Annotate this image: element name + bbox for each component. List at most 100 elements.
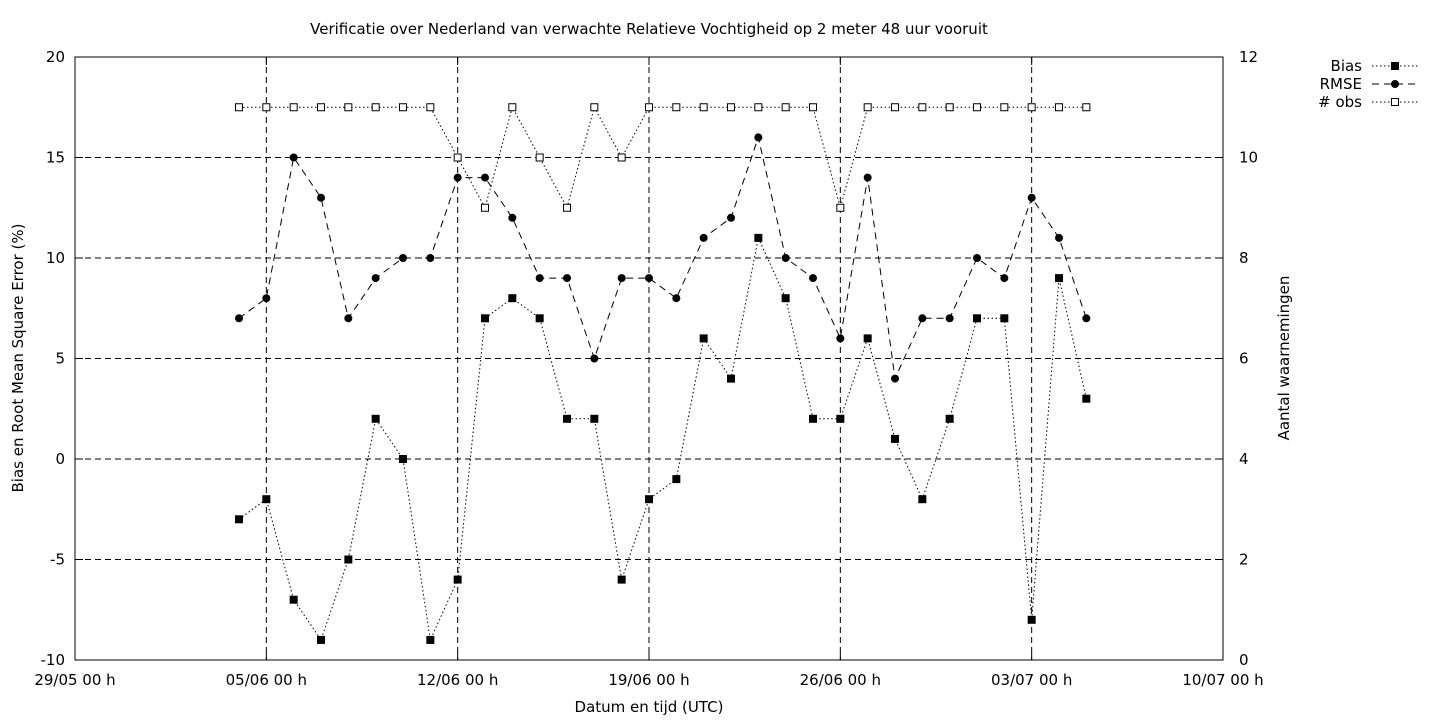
data-point-obs	[1055, 103, 1063, 112]
data-point-rmse	[1000, 274, 1009, 283]
chart-title: Verificatie over Nederland van verwachte…	[310, 20, 988, 38]
x-tick-label: 03/07 00 h	[991, 671, 1072, 689]
data-point-obs	[453, 153, 462, 162]
data-point-rmse	[590, 354, 599, 363]
series-line-bias	[238, 236, 1087, 642]
data-point-obs	[508, 103, 517, 112]
data-point-rmse	[617, 274, 626, 283]
data-point-bias	[1055, 274, 1063, 283]
y2-tick-label: 6	[1239, 350, 1249, 368]
data-point-rmse	[399, 254, 407, 262]
data-point-rmse	[645, 274, 653, 283]
data-point-bias	[371, 414, 380, 423]
data-point-bias	[672, 475, 681, 484]
y2-tick-label: 0	[1239, 651, 1249, 669]
data-point-rmse	[371, 274, 380, 283]
data-point-obs	[563, 203, 571, 212]
data-point-bias	[563, 414, 571, 423]
series-line-obs	[239, 105, 1087, 210]
data-point-rmse	[563, 274, 571, 283]
data-point-obs	[918, 103, 927, 112]
legend-marker-bias	[1391, 62, 1399, 70]
data-point-bias	[1027, 615, 1036, 624]
x-tick-label: 12/06 00 h	[417, 671, 498, 689]
data-point-obs	[699, 103, 708, 112]
data-point-bias	[535, 314, 544, 323]
data-point-bias	[344, 555, 353, 564]
data-point-obs	[645, 103, 653, 112]
data-point-rmse	[426, 254, 435, 262]
data-point-rmse	[1055, 233, 1063, 242]
data-point-bias	[399, 455, 407, 463]
data-point-rmse	[809, 274, 817, 283]
data-point-rmse	[891, 374, 899, 383]
data-point-rmse	[754, 133, 763, 142]
data-point-rmse	[699, 233, 708, 242]
data-point-rmse	[973, 254, 981, 262]
data-point-bias	[781, 294, 790, 303]
grid-layer	[75, 57, 1223, 660]
data-point-bias	[453, 575, 462, 584]
data-point-obs	[371, 103, 380, 112]
legend-label-obs: # obs	[1318, 93, 1362, 111]
data-point-bias	[481, 314, 489, 323]
y2-tick-label: 8	[1239, 249, 1249, 267]
y-tick-label: 5	[55, 350, 65, 368]
data-point-bias	[289, 595, 298, 604]
data-point-bias	[508, 294, 517, 303]
data-point-rmse	[235, 314, 243, 323]
series-layer	[235, 103, 1091, 644]
data-point-obs	[891, 103, 899, 112]
y2-tick-label: 4	[1239, 450, 1249, 468]
data-point-bias	[1082, 394, 1091, 403]
data-point-obs	[781, 103, 790, 112]
data-point-bias	[645, 495, 653, 504]
data-point-bias	[918, 495, 927, 504]
y2-tick-label: 12	[1239, 48, 1258, 66]
data-point-obs	[481, 203, 489, 212]
data-point-obs	[262, 103, 271, 112]
data-point-obs	[945, 103, 954, 112]
data-point-rmse	[453, 173, 462, 182]
data-point-obs	[235, 103, 243, 112]
data-point-obs	[809, 103, 817, 112]
data-point-obs	[535, 153, 544, 162]
data-point-rmse	[727, 213, 735, 222]
y2-tick-label: 10	[1239, 149, 1258, 167]
data-point-bias	[809, 414, 817, 423]
data-point-obs	[754, 103, 763, 112]
legend-marker-obs	[1391, 98, 1399, 106]
y-tick-label: -5	[50, 551, 65, 569]
data-point-bias	[617, 575, 626, 584]
data-point-bias	[699, 334, 708, 343]
data-point-obs	[1000, 103, 1009, 112]
y2-tick-label: 2	[1239, 551, 1249, 569]
y-tick-label: 0	[55, 450, 65, 468]
data-point-rmse	[262, 294, 271, 303]
data-point-bias	[863, 334, 872, 343]
data-point-obs	[590, 103, 599, 112]
data-point-obs	[973, 103, 981, 112]
data-point-bias	[973, 314, 981, 323]
data-point-obs	[317, 103, 325, 112]
data-point-bias	[727, 374, 735, 383]
data-point-obs	[344, 103, 353, 112]
data-point-obs	[1082, 103, 1091, 112]
data-point-obs	[1027, 103, 1036, 112]
data-point-rmse	[508, 213, 517, 222]
data-point-obs	[863, 103, 872, 112]
series-bias	[235, 233, 1091, 644]
data-point-rmse	[945, 314, 954, 323]
data-point-bias	[1000, 314, 1009, 323]
data-point-rmse	[863, 173, 872, 182]
y-tick-label: -10	[41, 651, 66, 669]
data-point-bias	[945, 414, 954, 423]
data-point-bias	[317, 635, 325, 644]
data-point-bias	[590, 414, 599, 423]
ticks-layer: -10 -5 0 5 10 15 20 0 2 4 6 8 10 12 29/05 00 h 05/06 00…	[34, 48, 1263, 689]
data-point-rmse	[344, 314, 353, 323]
data-point-rmse	[1027, 193, 1036, 202]
x-tick-label: 10/07 00 h	[1182, 671, 1263, 689]
data-point-obs	[617, 153, 626, 162]
